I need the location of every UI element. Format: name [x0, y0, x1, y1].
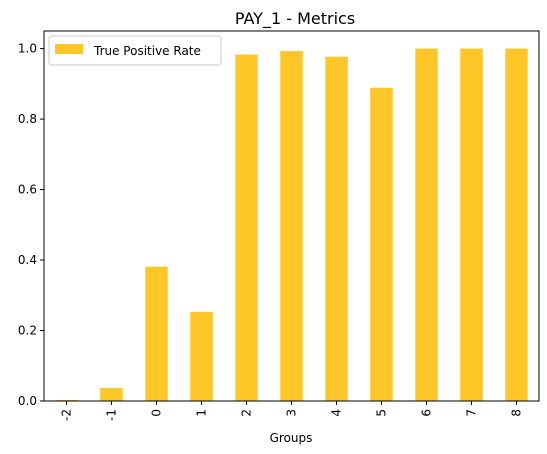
y-ticks-group: 0.0 0.2 0.4 0.6 0.8 1.0 [18, 42, 44, 408]
y-tick-label: 0.2 [18, 324, 37, 338]
y-tick-label: 0.8 [18, 112, 37, 126]
x-tick-label: 4 [330, 409, 344, 417]
bar--1 [100, 387, 123, 401]
bar-5 [370, 87, 393, 401]
bar-7 [460, 48, 483, 402]
bar-4 [325, 56, 348, 401]
legend-label: True Positive Rate [93, 44, 201, 58]
x-tick-label: 0 [150, 409, 164, 417]
bar-3 [280, 51, 303, 402]
bar-1 [190, 311, 213, 401]
bar-6 [415, 48, 438, 402]
x-tick-label: 5 [375, 409, 389, 417]
x-tick-label: 7 [465, 409, 479, 417]
x-tick-label: 1 [195, 409, 209, 417]
bar--2 [55, 399, 78, 401]
x-ticks-group: -2 -1 0 1 2 3 4 5 6 7 8 [60, 401, 524, 421]
legend: True Positive Rate [48, 35, 222, 66]
y-tick-label: 0.0 [18, 394, 37, 408]
y-tick-label: 0.4 [18, 253, 37, 267]
x-tick-label: 3 [285, 409, 299, 417]
bar-8 [505, 48, 528, 402]
x-tick-label: 2 [240, 409, 254, 417]
chart-title: PAY_1 - Metrics [235, 9, 355, 29]
legend-swatch [55, 44, 83, 54]
legend-frame [48, 35, 222, 66]
x-tick-label: 6 [420, 409, 434, 417]
y-tick-label: 1.0 [18, 42, 37, 56]
x-tick-label: 8 [510, 409, 524, 417]
bar-2 [235, 54, 258, 402]
y-tick-label: 0.6 [18, 183, 37, 197]
bar-0 [145, 266, 168, 401]
x-tick-label: -1 [105, 409, 119, 421]
bars-group [55, 48, 528, 402]
x-axis-label: Groups [270, 431, 313, 445]
x-tick-label: -2 [60, 409, 74, 421]
